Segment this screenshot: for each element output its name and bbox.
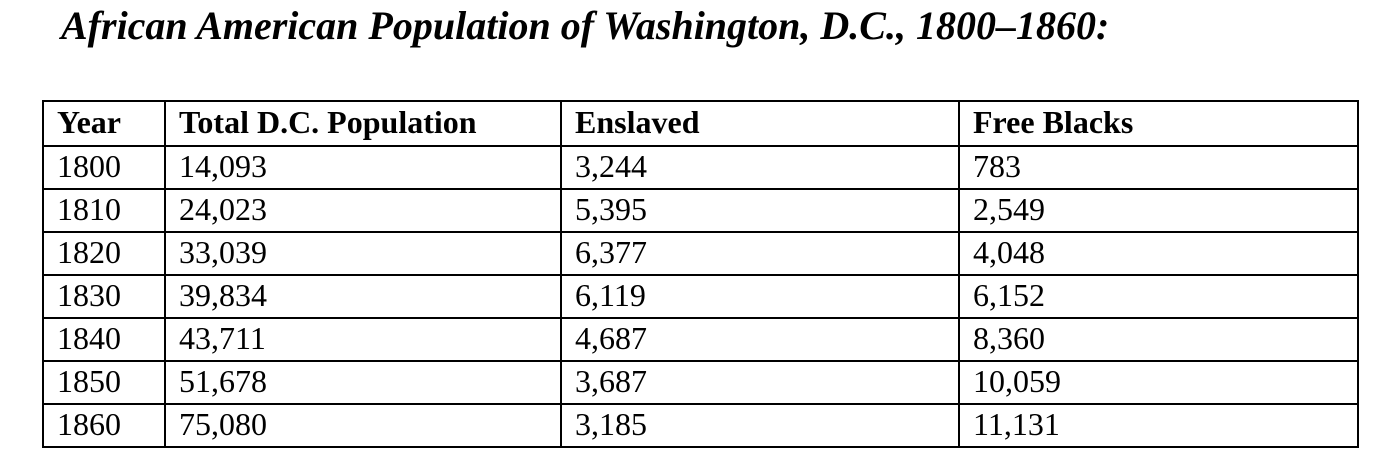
table-cell-free: 6,152	[958, 274, 1359, 319]
table-cell-total: 33,039	[164, 231, 562, 276]
table-row: 1810 24,023 5,395 2,549	[42, 188, 1359, 233]
table-cell-enslaved: 5,395	[560, 188, 960, 233]
table-row: 1850 51,678 3,687 10,059	[42, 360, 1359, 405]
column-header-year: Year	[42, 100, 166, 147]
table-cell-enslaved: 3,687	[560, 360, 960, 405]
table-cell-free: 10,059	[958, 360, 1359, 405]
table-cell-free: 11,131	[958, 403, 1359, 448]
table-cell-year: 1810	[42, 188, 166, 233]
table-cell-free: 8,360	[958, 317, 1359, 362]
table-cell-total: 43,711	[164, 317, 562, 362]
table-row: 1840 43,711 4,687 8,360	[42, 317, 1359, 362]
column-header-enslaved: Enslaved	[560, 100, 960, 147]
table-row: 1860 75,080 3,185 11,131	[42, 403, 1359, 448]
table-cell-free: 783	[958, 145, 1359, 190]
table-cell-free: 4,048	[958, 231, 1359, 276]
table-cell-year: 1860	[42, 403, 166, 448]
table-row: 1830 39,834 6,119 6,152	[42, 274, 1359, 319]
table-cell-enslaved: 3,244	[560, 145, 960, 190]
table-row: 1820 33,039 6,377 4,048	[42, 231, 1359, 276]
population-table: Year Total D.C. Population Enslaved Free…	[42, 100, 1359, 448]
table-cell-enslaved: 4,687	[560, 317, 960, 362]
table-cell-total: 39,834	[164, 274, 562, 319]
table-cell-total: 14,093	[164, 145, 562, 190]
document-title: African American Population of Washingto…	[61, 3, 1110, 48]
table-row: 1800 14,093 3,244 783	[42, 145, 1359, 190]
table-cell-enslaved: 6,377	[560, 231, 960, 276]
table-cell-year: 1850	[42, 360, 166, 405]
table-cell-free: 2,549	[958, 188, 1359, 233]
table-cell-total: 75,080	[164, 403, 562, 448]
table-cell-enslaved: 3,185	[560, 403, 960, 448]
table-cell-total: 24,023	[164, 188, 562, 233]
column-header-free: Free Blacks	[958, 100, 1359, 147]
table-cell-year: 1820	[42, 231, 166, 276]
table-cell-year: 1840	[42, 317, 166, 362]
table-cell-total: 51,678	[164, 360, 562, 405]
column-header-total: Total D.C. Population	[164, 100, 562, 147]
table-cell-year: 1830	[42, 274, 166, 319]
table-header-row: Year Total D.C. Population Enslaved Free…	[42, 100, 1359, 147]
table-cell-enslaved: 6,119	[560, 274, 960, 319]
table-cell-year: 1800	[42, 145, 166, 190]
